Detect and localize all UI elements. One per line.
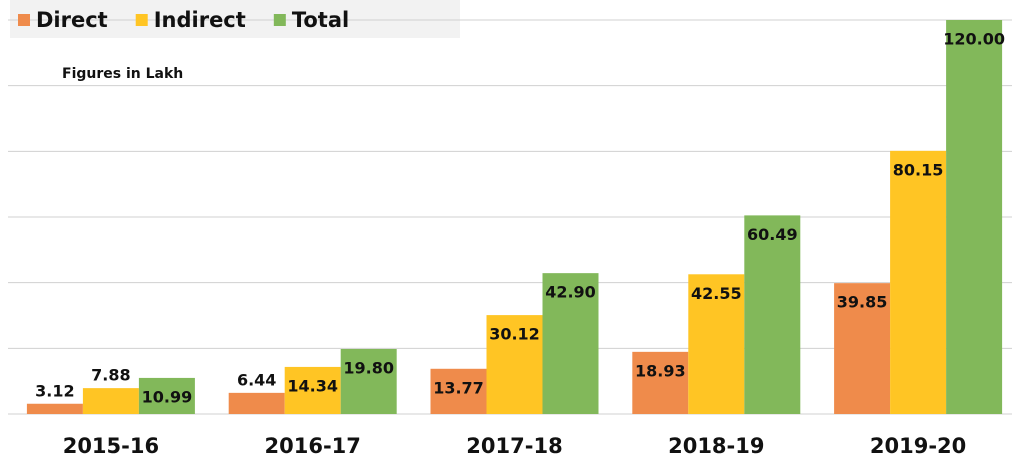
x-tick-label: 2016-17 bbox=[265, 434, 361, 458]
legend-background bbox=[10, 0, 460, 38]
bar bbox=[486, 315, 543, 414]
data-label: 13.77 bbox=[433, 378, 484, 397]
data-label: 6.44 bbox=[237, 370, 276, 389]
legend-label: Indirect bbox=[154, 8, 246, 32]
bar bbox=[228, 392, 285, 414]
x-tick-label: 2019-20 bbox=[870, 434, 966, 458]
x-tick-label: 2017-18 bbox=[466, 434, 562, 458]
legend-swatch bbox=[18, 14, 30, 26]
legend-label: Total bbox=[292, 8, 349, 32]
data-label: 3.12 bbox=[35, 381, 74, 400]
bar bbox=[834, 283, 891, 414]
data-label: 30.12 bbox=[489, 325, 540, 344]
bar bbox=[430, 368, 487, 414]
data-label: 19.80 bbox=[343, 358, 394, 377]
bar bbox=[82, 388, 139, 414]
bar bbox=[284, 366, 341, 414]
bar bbox=[340, 348, 397, 414]
bar bbox=[744, 215, 801, 414]
bar bbox=[890, 150, 947, 415]
data-label: 39.85 bbox=[837, 293, 888, 312]
bar bbox=[542, 273, 599, 414]
x-tick-label: 2015-16 bbox=[63, 434, 159, 458]
data-label: 120.00 bbox=[943, 30, 1005, 49]
data-label: 42.55 bbox=[691, 284, 742, 303]
data-label: 14.34 bbox=[287, 376, 338, 395]
bar bbox=[26, 403, 83, 414]
x-tick-label: 2018-19 bbox=[668, 434, 764, 458]
legend-swatch bbox=[273, 14, 286, 26]
bar bbox=[688, 274, 745, 414]
data-label: 80.15 bbox=[893, 160, 944, 179]
data-label: 18.93 bbox=[635, 361, 686, 380]
chart-subtitle: Figures in Lakh bbox=[62, 66, 183, 82]
data-label: 10.99 bbox=[142, 387, 193, 406]
bar bbox=[632, 351, 689, 414]
data-label: 7.88 bbox=[91, 366, 130, 385]
legend-label: Direct bbox=[36, 8, 108, 32]
data-label: 60.49 bbox=[747, 225, 798, 244]
bar bbox=[946, 20, 1003, 414]
data-label: 42.90 bbox=[545, 283, 596, 302]
bar bbox=[138, 377, 195, 414]
legend-swatch bbox=[135, 14, 148, 26]
